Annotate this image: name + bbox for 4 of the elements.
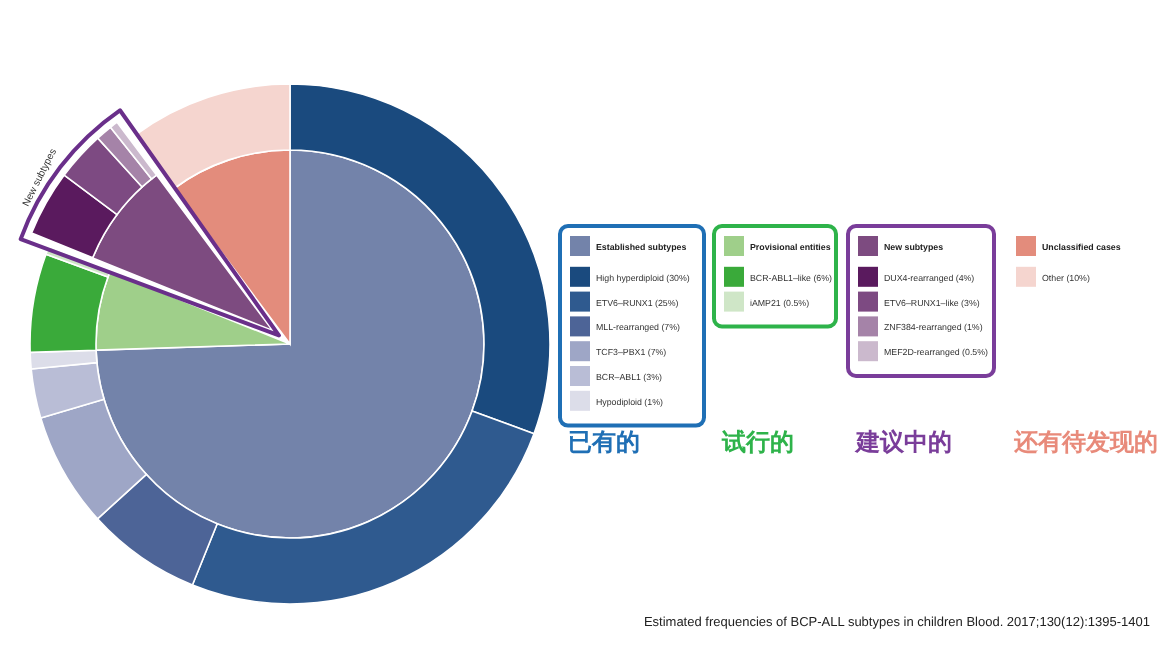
text: 已有的: [568, 428, 640, 456]
text: 还有待发现的: [1012, 428, 1158, 456]
text: 试行的: [720, 428, 794, 456]
text: 建议中的: [854, 428, 952, 456]
